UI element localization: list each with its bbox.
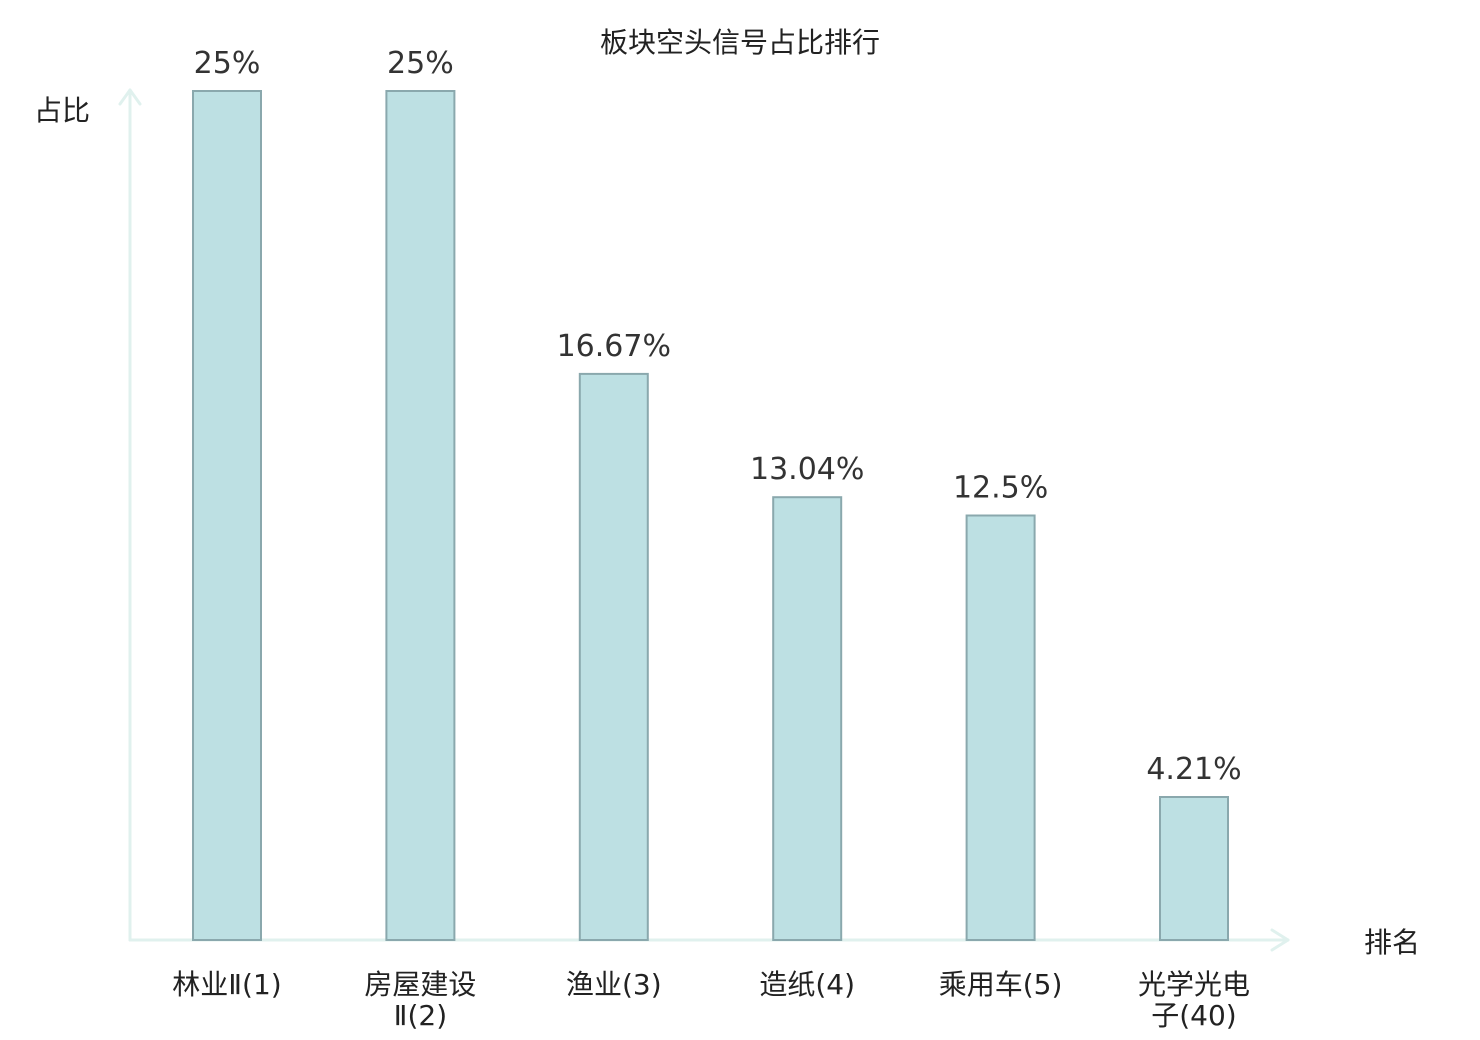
y-axis-arrow <box>118 88 142 106</box>
value-label-3: 16.67% <box>557 329 671 364</box>
category-label-4-line-1: 造纸(4) <box>759 968 855 1001</box>
bar-6 <box>1159 796 1229 941</box>
y-axis-label: 占比 <box>34 94 90 127</box>
category-label-5-line-1: 乘用车(5) <box>939 968 1063 1001</box>
value-labels-group: 25% 25% 16.67% 13.04% 12.5% 4.21% <box>194 46 1242 787</box>
value-label-5: 12.5% <box>953 471 1048 506</box>
value-label-1: 25% <box>194 46 261 81</box>
bar-2 <box>385 90 456 941</box>
value-label-2: 25% <box>387 46 454 81</box>
x-axis-arrow <box>1270 928 1290 952</box>
category-label-2-line-1: 房屋建设 <box>364 968 476 1001</box>
category-label-1-line-1: 林业Ⅱ(1) <box>172 968 281 1001</box>
bar-3 <box>578 372 649 941</box>
value-label-6: 4.21% <box>1146 752 1241 787</box>
category-label-6-line-2: 子(40) <box>1151 999 1236 1032</box>
x-axis-label: 排名 <box>1364 926 1420 959</box>
category-label-6-line-1: 光学光电 <box>1138 968 1250 1001</box>
bar-4 <box>772 496 843 941</box>
chart-title: 板块空头信号占比排行 <box>600 26 880 59</box>
bar-5 <box>965 514 1036 941</box>
bar-1 <box>192 90 262 941</box>
value-label-4: 13.04% <box>750 452 864 487</box>
category-label-2-line-2: Ⅱ(2) <box>394 999 447 1032</box>
bars-group <box>192 90 1229 941</box>
category-label-3-line-1: 渔业(3) <box>566 968 662 1001</box>
